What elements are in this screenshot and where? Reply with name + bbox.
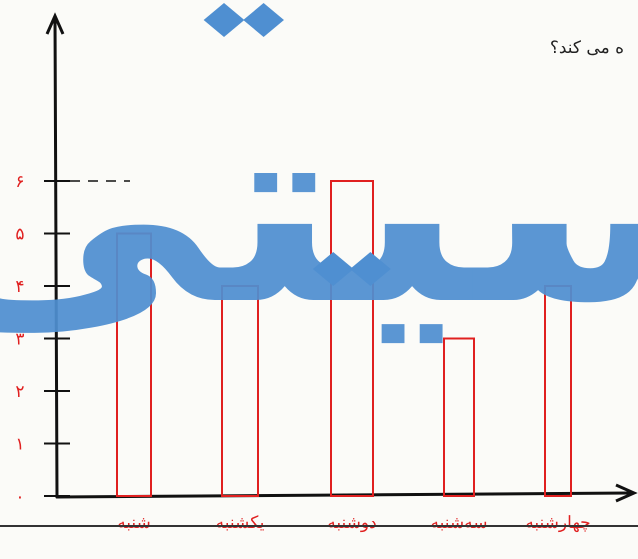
watermark-dot-top-left (203, 3, 245, 37)
x-tick-label: سه‌شنبه (431, 513, 488, 533)
y-tick-label: ۵ (15, 225, 24, 245)
y-axis (53, 16, 59, 499)
y-tick-label: ٣ (15, 330, 24, 350)
x-tick-label: چهارشنبه (525, 513, 590, 533)
bar (221, 285, 259, 497)
bar (443, 337, 475, 497)
x-tick-labels: شنبه یکشنبه دوشنبه سه‌شنبه چهارشنبه (117, 513, 590, 533)
y-ticks: ٠ ١ ٢ ٣ ۴ ۵ ۶ (15, 172, 130, 507)
bottom-rule (0, 525, 638, 527)
y-tick-label: ۴ (15, 277, 24, 297)
watermark-text: سیتی (0, 58, 638, 361)
watermark-dot-top-right (243, 3, 284, 37)
watermark-logo: سیتی (0, 3, 638, 362)
x-axis-arrow (615, 483, 638, 503)
bar (330, 180, 374, 497)
y-tick-label: ۶ (15, 172, 24, 192)
y-tick-label: ١ (15, 435, 24, 455)
x-tick-label: دوشنبه (327, 513, 376, 533)
x-tick-label: شنبه (117, 513, 151, 533)
bars (116, 180, 572, 497)
question-text: ه می کند؟ (549, 38, 624, 58)
y-axis-arrow (45, 12, 65, 35)
bar (544, 285, 572, 497)
y-tick-label: ٠ (15, 487, 24, 507)
x-tick-label: یکشنبه (216, 513, 265, 533)
y-tick-label: ٢ (15, 382, 24, 402)
bar (116, 232, 152, 497)
